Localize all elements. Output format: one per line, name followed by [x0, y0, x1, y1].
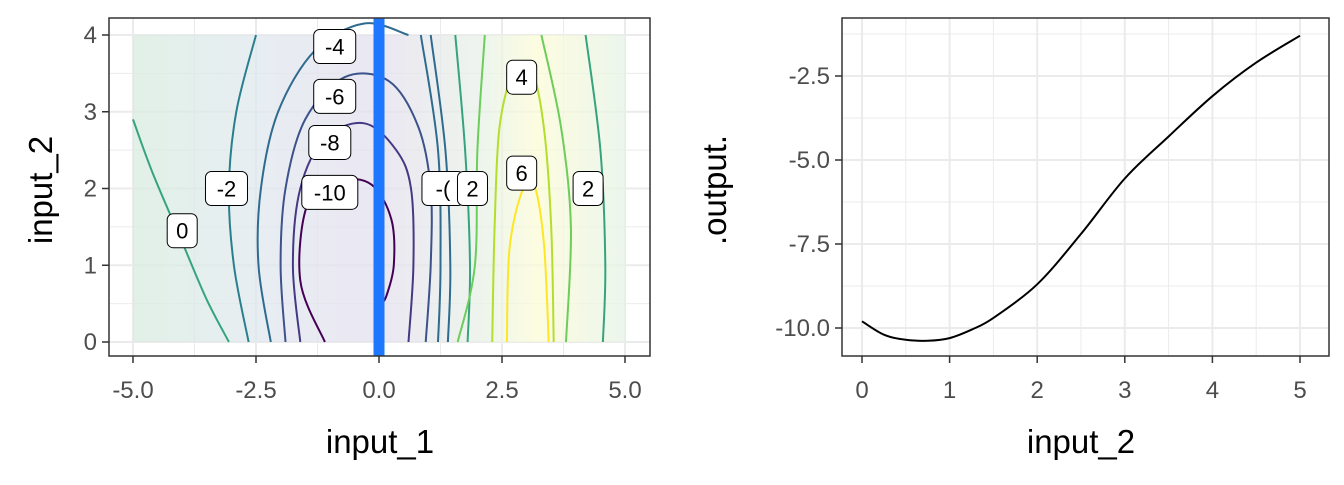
x-tick-label: 1	[943, 377, 956, 404]
y-tick-label: -10.0	[775, 315, 830, 342]
contour-line	[279, 72, 433, 343]
x-tick-label: -2.5	[235, 377, 276, 404]
contour-label: -(	[421, 171, 465, 206]
contour-label-text: -4	[325, 35, 345, 60]
contour-label: 2	[572, 171, 604, 206]
contour-panel: 0 -2 -4 -6 -8 -10 -( 2 4 6 2 -5.0 -2.5 0.0 2.5 5.0 0 1 2…	[22, 17, 651, 460]
contour-label-text: -(	[436, 177, 451, 202]
contour-label: 4	[506, 59, 538, 95]
contour-label-text: -2	[217, 177, 237, 202]
contour-label-box	[456, 171, 488, 206]
line-x-ticks: 0 1 2 3 4 5	[855, 356, 1307, 404]
contour-label-box	[313, 29, 357, 65]
contour-label-box	[506, 155, 538, 191]
contour-line	[291, 121, 415, 343]
x-tick-label: 2.5	[485, 377, 518, 404]
contour-label-text: -6	[325, 84, 345, 109]
x-tick-label: 0	[855, 377, 868, 404]
contour-line	[256, 22, 409, 343]
y-tick-label: 0	[84, 329, 97, 356]
line-panel: 0 1 2 3 4 5 -2.5 -5.0 -7.5 -10.0 input_2 .output…	[696, 17, 1330, 460]
contour-label: -2	[204, 171, 248, 206]
x-tick-label: 0.0	[362, 377, 395, 404]
contour-label-box	[572, 171, 604, 206]
y-tick-label: 1	[84, 252, 97, 279]
contour-label: -6	[313, 78, 357, 114]
y-tick-label: -5.0	[789, 147, 830, 174]
y-tick-label: 2	[84, 176, 97, 203]
line-y-axis-title: .output.	[696, 135, 733, 245]
y-tick-label: 3	[84, 99, 97, 126]
contour-line	[298, 177, 396, 343]
y-tick-label: -2.5	[789, 63, 830, 90]
x-tick-label: 3	[1118, 377, 1131, 404]
x-tick-label: 2	[1031, 377, 1044, 404]
contour-line	[540, 34, 572, 343]
contour-y-ticks: 0 1 2 3 4	[84, 22, 109, 356]
line-grid	[842, 18, 1329, 356]
contour-label-box	[308, 124, 352, 160]
contour-label-text: 0	[176, 219, 188, 244]
output-line	[861, 34, 1301, 342]
line-panel-border	[841, 17, 1330, 357]
contour-label-box	[313, 78, 357, 114]
x-tick-label: 5.0	[608, 377, 641, 404]
contour-label: -8	[308, 124, 352, 160]
y-tick-label: 4	[84, 22, 97, 49]
contour-label-text: 2	[466, 177, 478, 202]
contour-label-box	[204, 171, 248, 206]
line-x-axis-title: input_2	[1027, 423, 1135, 460]
line-y-ticks: -2.5 -5.0 -7.5 -10.0	[775, 63, 842, 342]
contour-label-text: 6	[516, 161, 528, 186]
contour-label: 2	[456, 171, 488, 206]
x-tick-label: 4	[1206, 377, 1219, 404]
contour-label: 6	[506, 155, 538, 191]
contour-x-axis-title: input_1	[326, 423, 434, 460]
contour-label: -4	[313, 29, 357, 65]
contour-label-text: 4	[516, 65, 528, 90]
contour-label-box	[506, 59, 538, 95]
line-plot-background	[842, 18, 1329, 356]
contour-label: 0	[166, 213, 198, 249]
contour-labels: 0 -2 -4 -6 -8 -10 -( 2 4 6 2	[166, 29, 604, 249]
contour-label-text: -10	[314, 180, 346, 205]
x-tick-label: -5.0	[112, 377, 153, 404]
contour-x-ticks: -5.0 -2.5 0.0 2.5 5.0	[112, 356, 642, 404]
contour-label: -10	[301, 174, 359, 210]
contour-label-text: 2	[582, 177, 594, 202]
contour-label-text: -8	[320, 130, 340, 155]
contour-label-box	[301, 174, 359, 210]
y-tick-label: -7.5	[789, 231, 830, 258]
contour-y-axis-title: input_2	[22, 136, 59, 244]
x-tick-label: 5	[1293, 377, 1306, 404]
contour-label-box	[166, 213, 198, 249]
